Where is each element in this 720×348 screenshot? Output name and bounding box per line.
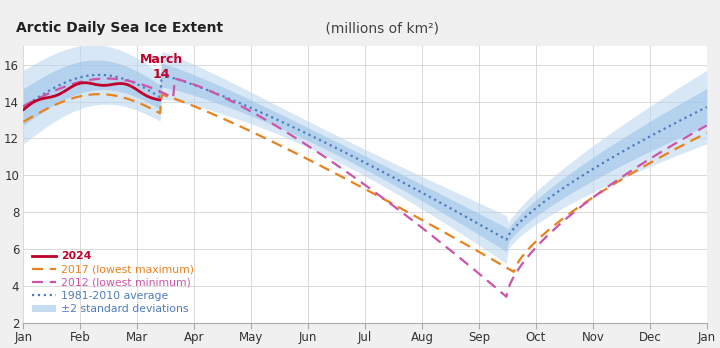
- Text: March
14: March 14: [140, 53, 184, 81]
- Text: (millions of km²): (millions of km²): [320, 21, 438, 35]
- Legend: 2024, 2017 (lowest maximum), 2012 (lowest minimum), 1981-2010 average, ±2 standa: 2024, 2017 (lowest maximum), 2012 (lowes…: [32, 251, 194, 314]
- Text: Arctic Daily Sea Ice Extent: Arctic Daily Sea Ice Extent: [17, 21, 224, 35]
